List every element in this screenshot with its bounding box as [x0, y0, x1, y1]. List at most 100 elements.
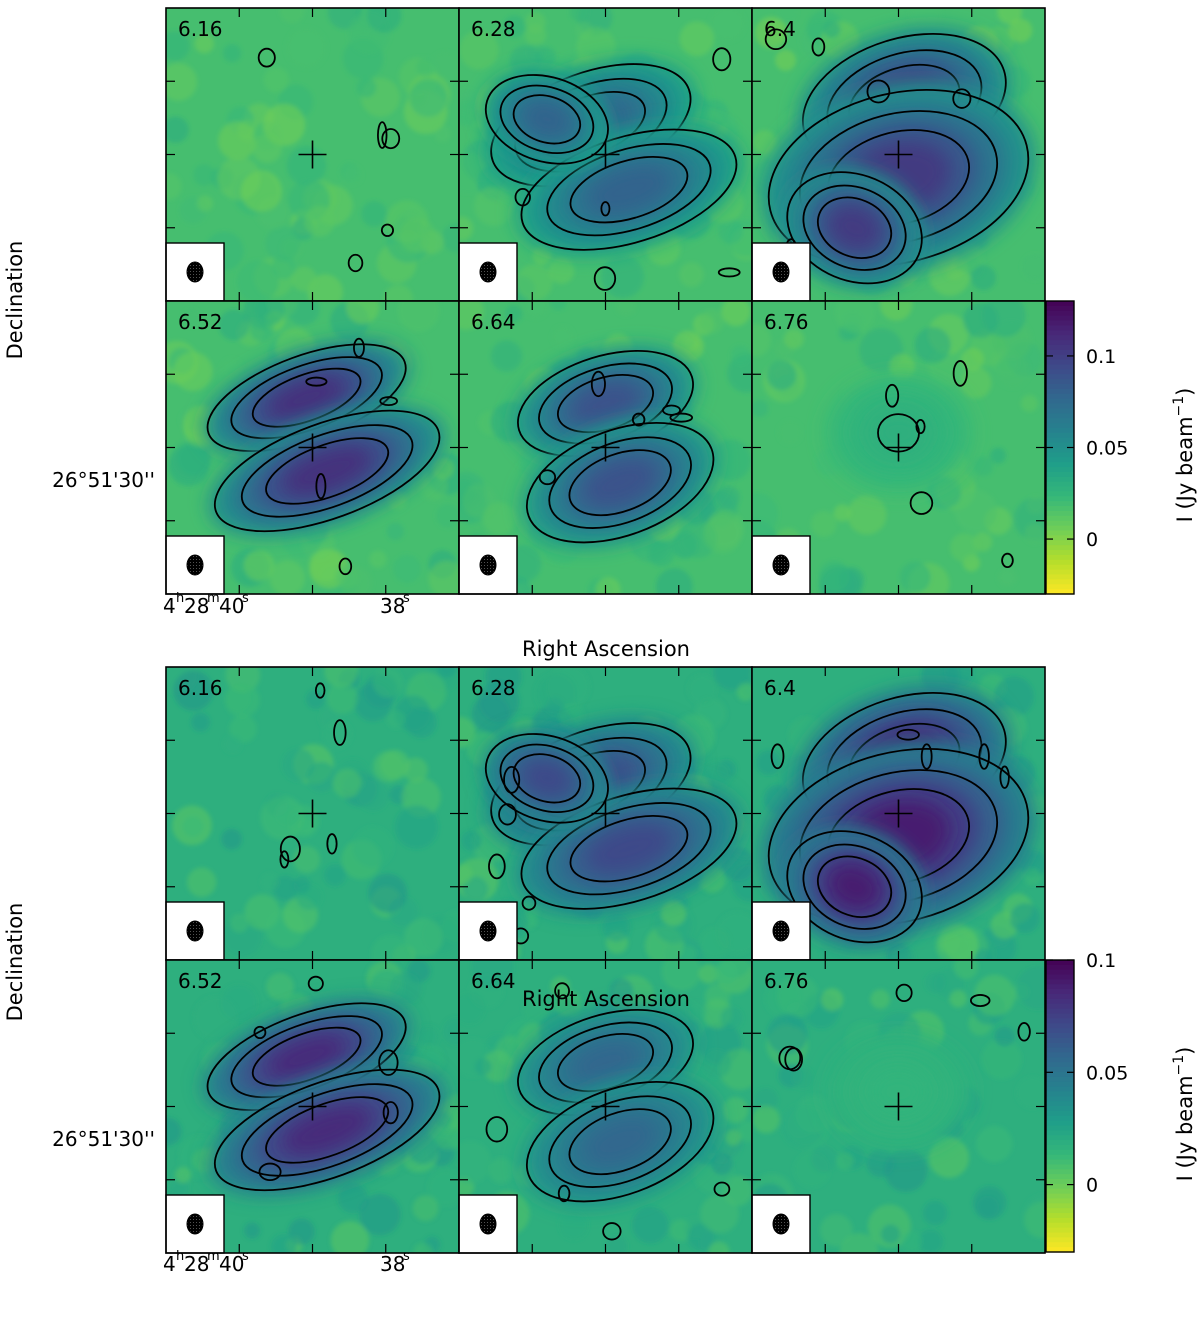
- contour: [377, 121, 388, 149]
- emission-map: [825, 1033, 972, 1151]
- colorbar-label: I (Jy beam−1): [1171, 1047, 1197, 1182]
- contour: [499, 84, 595, 154]
- contour: [498, 803, 517, 826]
- xtick-s2-unit: s: [403, 591, 410, 606]
- contour: [952, 360, 968, 387]
- contour: [817, 855, 893, 918]
- contour: [305, 376, 328, 387]
- emission-map: [761, 27, 1036, 289]
- emission-map: [482, 58, 743, 256]
- contour: [600, 201, 611, 217]
- beam-ellipse: [772, 920, 790, 942]
- contour: [525, 422, 715, 544]
- contour: [546, 143, 712, 237]
- contour: [326, 833, 338, 855]
- figure-top-channel-maps: 6.16 6.28 6.4 6.52 6.64 6.76 0.1 0.05 0: [165, 7, 1128, 595]
- xtick-label-ra: 4 h 28 m 40 s 38 s: [163, 591, 410, 618]
- contour: [915, 418, 926, 435]
- xtick-hours: 4: [163, 594, 176, 618]
- channel-panel-6.76: 6.76: [751, 959, 1046, 1254]
- channel-velocity-label: 6.28: [471, 676, 516, 700]
- contour: [662, 404, 681, 416]
- channel-panel-6.64: 6.64: [458, 959, 753, 1254]
- beam-ellipse: [186, 920, 204, 942]
- contour: [786, 830, 923, 944]
- contour: [866, 79, 891, 104]
- channel-panel-6.4: 6.4: [751, 666, 1046, 961]
- xtick-s2-unit: s: [403, 1249, 410, 1264]
- contour: [895, 983, 913, 1003]
- colorbar-tick-label: 0.05: [1086, 1062, 1128, 1084]
- channel-panel-6.28: 6.28: [458, 666, 753, 961]
- contour: [378, 1049, 399, 1076]
- contour: [240, 1083, 414, 1177]
- xlabel: Right Ascension: [522, 987, 690, 1011]
- contour: [817, 196, 893, 259]
- emission-map: [513, 1004, 719, 1207]
- contour: [279, 835, 301, 863]
- contour: [999, 765, 1010, 789]
- channel-velocity-label: 6.16: [178, 676, 223, 700]
- xtick-m-unit: m: [207, 591, 220, 606]
- contour: [347, 253, 364, 273]
- contour: [712, 47, 732, 72]
- contour: [554, 982, 570, 1000]
- figure-top-labels: Declination Right Ascension 26°51'30'' 4…: [3, 241, 1197, 661]
- contour: [514, 187, 531, 207]
- contour: [602, 1222, 622, 1241]
- contour: [770, 743, 785, 770]
- contour: [512, 94, 582, 145]
- channel-velocity-label: 6.4: [764, 676, 796, 700]
- contour: [315, 473, 327, 500]
- xtick-minutes: 28: [184, 594, 209, 618]
- contour: [909, 491, 934, 515]
- contour: [590, 370, 606, 398]
- contour: [381, 128, 401, 150]
- contour: [520, 128, 738, 251]
- contour: [499, 743, 595, 813]
- contour: [802, 843, 907, 930]
- xtick-seconds: 40: [219, 594, 244, 618]
- contour: [920, 743, 933, 770]
- beam-ellipse: [186, 554, 204, 576]
- contour: [713, 1181, 731, 1197]
- xtick-h-unit: h: [176, 1249, 184, 1264]
- beam-ellipse: [772, 1213, 790, 1235]
- channel-panel-6.52: 6.52: [165, 959, 460, 1254]
- channel-velocity-label: 6.52: [178, 969, 223, 993]
- beam-box: [751, 901, 811, 961]
- xtick-s-unit: s: [242, 1249, 249, 1264]
- beam-ellipse: [772, 261, 790, 283]
- contour: [631, 412, 646, 427]
- contour: [885, 383, 900, 408]
- emission-map: [825, 374, 972, 492]
- colorbar: 0.1 0.05 0: [1045, 950, 1128, 1253]
- ylabel: Declination: [3, 903, 27, 1022]
- contour: [548, 436, 692, 529]
- contour: [265, 1096, 390, 1164]
- contour: [1001, 552, 1014, 569]
- xtick-label-ra: 4 h 28 m 40 s 38 s: [163, 1249, 410, 1276]
- emission-map: [513, 345, 719, 548]
- emission-map: [482, 717, 743, 915]
- channel-velocity-label: 6.52: [178, 310, 223, 334]
- beam-ellipse: [479, 1213, 497, 1235]
- contour: [488, 853, 506, 880]
- xtick-m-unit: m: [207, 1249, 220, 1264]
- beam-ellipse: [479, 920, 497, 942]
- contour: [778, 1045, 802, 1071]
- contour: [764, 28, 788, 51]
- contour: [484, 733, 609, 824]
- channel-panel-6.52: 6.52: [165, 300, 460, 595]
- contour: [593, 266, 617, 291]
- contour: [265, 437, 390, 505]
- colorbar-label: I (Jy beam−1): [1171, 388, 1197, 523]
- xtick-seconds-2: 38: [380, 1252, 405, 1276]
- contour: [786, 171, 923, 285]
- contour: [314, 682, 326, 699]
- channel-velocity-label: 6.28: [471, 17, 516, 41]
- contour: [538, 469, 557, 486]
- colorbar-tick-label: 0.05: [1086, 438, 1128, 460]
- beam-ellipse: [772, 554, 790, 576]
